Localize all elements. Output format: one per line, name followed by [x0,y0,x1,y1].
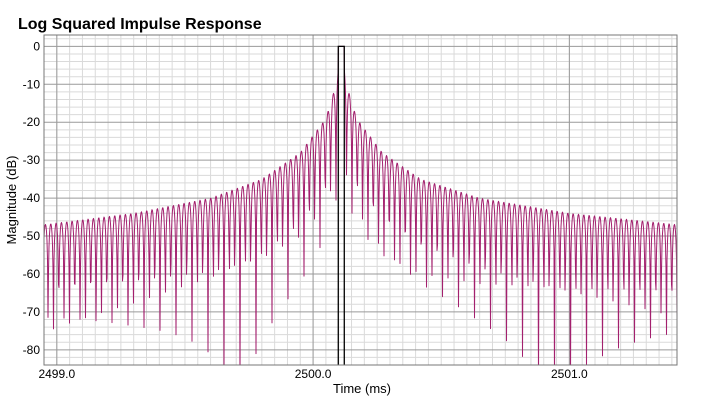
series-group [44,45,677,365]
y-tick-label: -30 [23,153,41,167]
x-tick-label: 2499.0 [38,367,75,381]
y-tick-label: 0 [33,39,40,53]
plot-area [44,35,677,365]
y-tick-labels: 0 -10 -20 -30 -40 -50 -60 -70 -80 [23,39,41,356]
y-tick-label: -50 [23,229,41,243]
chart-title: Log Squared Impulse Response [18,16,262,33]
x-tick-labels: 2499.0 2500.0 2501.0 [38,367,588,381]
series-line-black [337,45,345,365]
x-tick-label: 2500.0 [295,367,332,381]
y-tick-label: -40 [23,191,41,205]
series-line-magenta [44,45,677,365]
plot-border [43,34,678,366]
x-tick-label: 2501.0 [551,367,588,381]
y-tick-label: -70 [23,305,41,319]
x-axis-label: Time (ms) [333,381,391,396]
y-tick-label: -20 [23,115,41,129]
major-gridlines [44,35,677,365]
y-tick-label: -80 [23,343,41,357]
y-tick-label: -60 [23,267,41,281]
y-axis-label: Magnitude (dB) [4,156,19,245]
y-tick-label: -10 [23,77,41,91]
